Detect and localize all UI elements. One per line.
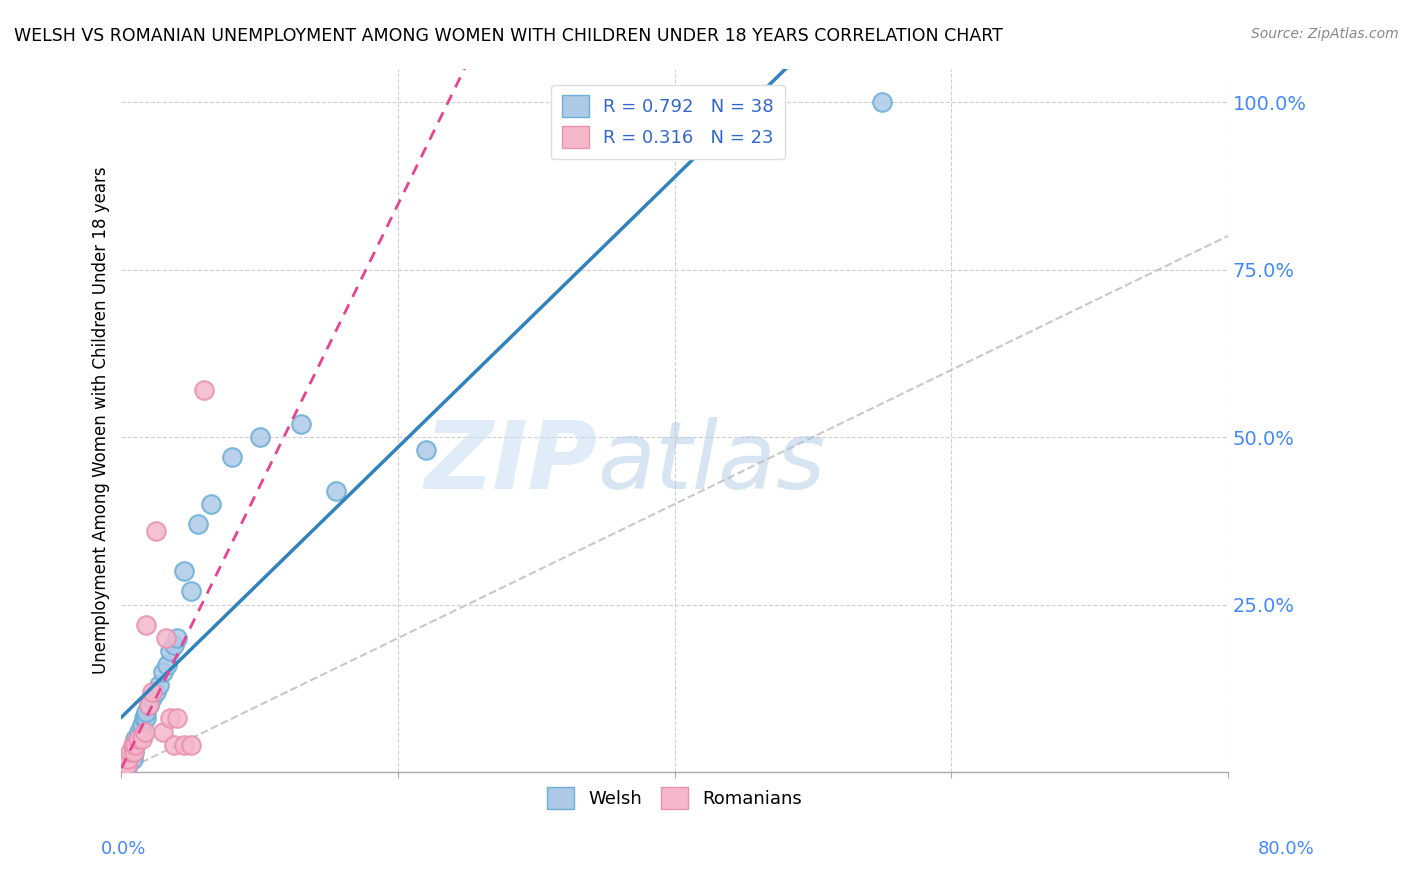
- Point: [152, 665, 174, 679]
- Point: [124, 739, 146, 753]
- Point: [173, 564, 195, 578]
- Point: [163, 638, 186, 652]
- Point: [173, 739, 195, 753]
- Text: WELSH VS ROMANIAN UNEMPLOYMENT AMONG WOMEN WITH CHILDREN UNDER 18 YEARS CORRELAT: WELSH VS ROMANIAN UNEMPLOYMENT AMONG WOM…: [14, 27, 1002, 45]
- Point: [135, 617, 157, 632]
- Point: [156, 657, 179, 672]
- Point: [121, 752, 143, 766]
- Text: ZIP: ZIP: [425, 417, 598, 508]
- Point: [118, 752, 141, 766]
- Point: [135, 705, 157, 719]
- Legend: Welsh, Romanians: Welsh, Romanians: [540, 780, 808, 816]
- Point: [124, 739, 146, 753]
- Y-axis label: Unemployment Among Women with Children Under 18 years: Unemployment Among Women with Children U…: [93, 167, 110, 674]
- Point: [131, 731, 153, 746]
- Point: [138, 698, 160, 712]
- Point: [117, 758, 139, 772]
- Point: [200, 497, 222, 511]
- Point: [135, 711, 157, 725]
- Point: [110, 765, 132, 780]
- Point: [415, 443, 437, 458]
- Point: [290, 417, 312, 431]
- Point: [180, 739, 202, 753]
- Point: [127, 731, 149, 746]
- Point: [221, 450, 243, 465]
- Text: Source: ZipAtlas.com: Source: ZipAtlas.com: [1251, 27, 1399, 41]
- Point: [163, 739, 186, 753]
- Point: [115, 758, 138, 772]
- Point: [120, 752, 142, 766]
- Point: [128, 724, 150, 739]
- Point: [122, 745, 145, 759]
- Point: [134, 724, 156, 739]
- Point: [186, 517, 208, 532]
- Point: [127, 731, 149, 746]
- Point: [141, 684, 163, 698]
- Point: [121, 739, 143, 753]
- Point: [132, 711, 155, 725]
- Text: 80.0%: 80.0%: [1258, 840, 1315, 858]
- Point: [159, 644, 181, 658]
- Point: [159, 711, 181, 725]
- Point: [166, 631, 188, 645]
- Point: [138, 698, 160, 712]
- Point: [325, 483, 347, 498]
- Point: [131, 724, 153, 739]
- Point: [110, 765, 132, 780]
- Text: 0.0%: 0.0%: [101, 840, 146, 858]
- Point: [122, 745, 145, 759]
- Point: [118, 745, 141, 759]
- Point: [166, 711, 188, 725]
- Point: [152, 724, 174, 739]
- Point: [155, 631, 177, 645]
- Point: [131, 718, 153, 732]
- Point: [690, 108, 713, 122]
- Point: [148, 678, 170, 692]
- Point: [141, 691, 163, 706]
- Point: [145, 524, 167, 538]
- Point: [114, 758, 136, 772]
- Point: [249, 430, 271, 444]
- Text: atlas: atlas: [598, 417, 825, 508]
- Point: [112, 758, 135, 772]
- Point: [193, 383, 215, 397]
- Point: [121, 745, 143, 759]
- Point: [124, 731, 146, 746]
- Point: [145, 684, 167, 698]
- Point: [180, 584, 202, 599]
- Point: [117, 752, 139, 766]
- Point: [112, 762, 135, 776]
- Point: [870, 95, 893, 109]
